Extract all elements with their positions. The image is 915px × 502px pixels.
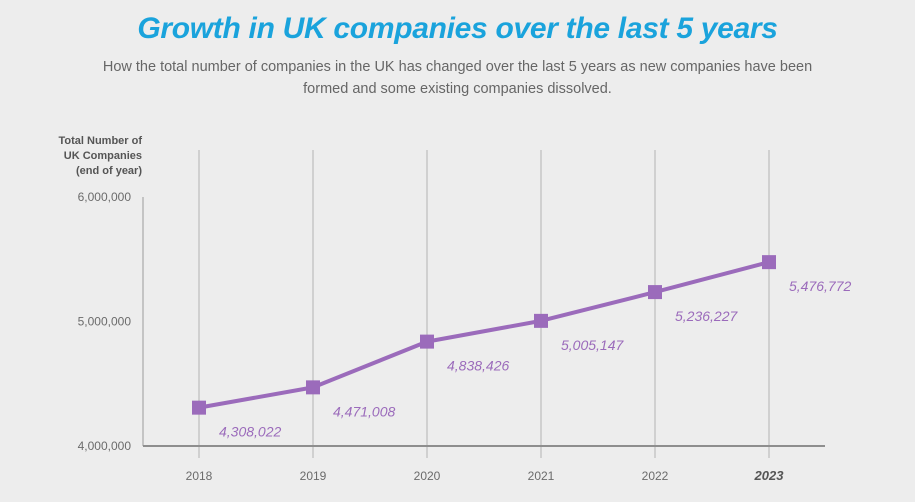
y-tick-label: 4,000,000 [78,439,132,453]
y-axis-title-line: Total Number of [58,135,142,147]
series-line-group [192,255,776,415]
data-point-marker [306,380,320,395]
data-point-marker [534,313,548,328]
data-label: 4,471,008 [333,403,395,419]
series-line [198,260,770,410]
x-tick-label: 2018 [186,469,213,483]
data-point-marker [192,400,206,415]
grid-lines [198,150,770,458]
y-axis-title: Total Number of UK Companies (end of year) [58,135,142,177]
data-label: 5,005,147 [561,337,624,353]
data-label: 4,308,022 [219,424,281,440]
chart-subtitle: How the total number of companies in the… [102,59,813,97]
y-tick-label: 5,000,000 [78,315,132,329]
x-tick-label: 2023 [754,468,785,483]
y-tick-label: 6,000,000 [78,190,132,204]
data-point-marker [420,334,434,349]
data-label: 4,838,426 [447,358,509,374]
axes [142,197,825,447]
y-axis-title-line: UK Companies [64,150,142,162]
data-labels: 4,308,022 4,471,008 4,838,426 5,005,147 5,23… [219,278,851,440]
x-tick-labels: 2018 2019 2020 2021 2022 2023 [186,468,785,483]
x-tick-label: 2020 [414,469,441,483]
data-point-marker [648,285,662,300]
data-label: 5,236,227 [675,308,738,324]
data-point-marker [762,255,776,270]
data-label: 5,476,772 [789,278,851,294]
y-tick-labels: 4,000,000 5,000,000 6,000,000 [78,190,132,453]
x-tick-label: 2022 [642,469,669,483]
x-tick-label: 2019 [300,469,327,483]
x-tick-label: 2021 [528,469,555,483]
chart-title: Growth in UK companies over the last 5 y… [137,12,778,45]
y-axis-title-line: (end of year) [76,165,142,177]
